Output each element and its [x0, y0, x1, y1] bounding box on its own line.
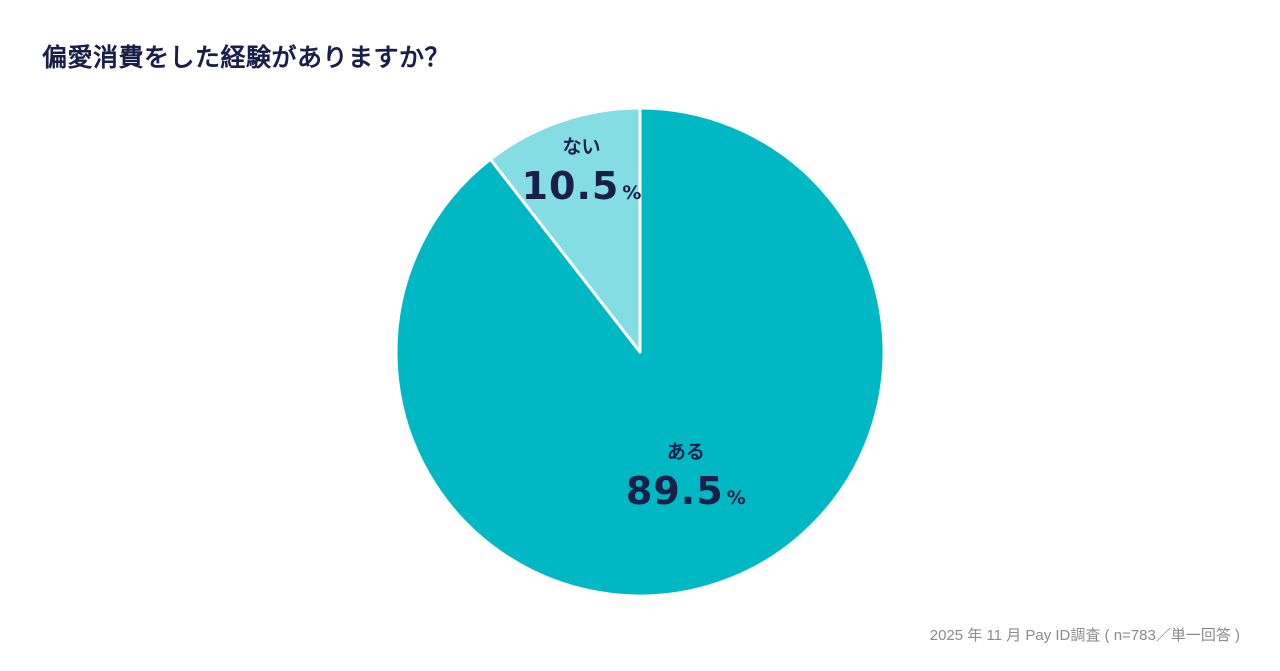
- survey-footnote: 2025 年 11 月 Pay ID調査 ( n=783／単一回答 ): [929, 627, 1240, 644]
- pie-slices: [394, 106, 886, 598]
- slice-label-yes: ある: [667, 441, 705, 463]
- pie-slice-no: [488, 106, 642, 354]
- slice-label-no: ない: [563, 136, 601, 158]
- chart-title: 偏愛消費をした経験がありますか？: [42, 43, 451, 72]
- slice-value-yes: 89.5%: [626, 469, 746, 513]
- slice-value-no: 10.5%: [522, 164, 642, 208]
- pie-labels: ある 89.5 % ない 10.5%: [522, 136, 746, 513]
